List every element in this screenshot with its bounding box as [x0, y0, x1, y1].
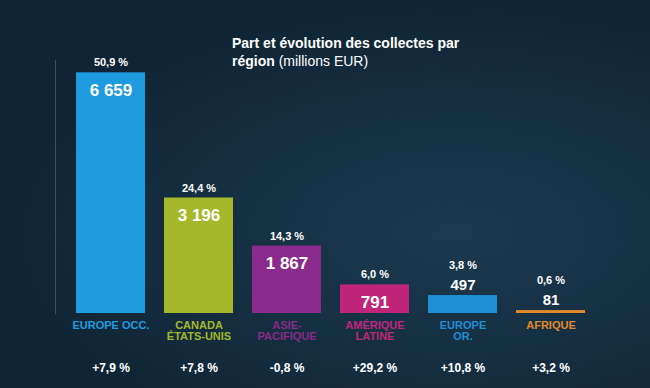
svg-text:3 196: 3 196: [178, 206, 221, 225]
svg-text:50,9 %50.9: 50,9 %50.9: [94, 56, 128, 68]
svg-text:791: 791: [361, 293, 389, 312]
svg-text:+7,9 %7.9: +7,9 %7.9: [92, 361, 130, 375]
svg-text:1 867: 1 867: [266, 254, 309, 273]
svg-text:+7,8 %7.8: +7,8 %7.8: [180, 361, 218, 375]
svg-text:EUROPE OCC.: EUROPE OCC.: [72, 319, 149, 331]
svg-text:AFRIQUE: AFRIQUE: [526, 319, 576, 331]
svg-text:81: 81: [543, 291, 560, 308]
svg-text:ASIE-PACIFIQUE: ASIE-PACIFIQUE: [257, 319, 316, 342]
svg-text:AMÉRIQUELATINE: AMÉRIQUELATINE: [345, 319, 404, 342]
svg-text:+10,8 %10.8: +10,8 %10.8: [441, 361, 486, 375]
svg-text:-0,8 %-0.8: -0,8 %-0.8: [270, 361, 305, 375]
svg-text:EUROPEOR.: EUROPEOR.: [440, 319, 486, 342]
svg-text:6,0 %6: 6,0 %6: [361, 268, 389, 280]
svg-text:6 659: 6 659: [90, 81, 133, 100]
svg-text:3,8 %3.8: 3,8 %3.8: [449, 259, 477, 271]
svg-text:0,6 %0.6: 0,6 %0.6: [537, 274, 565, 286]
svg-text:+29,2 %29.2: +29,2 %29.2: [353, 361, 398, 375]
svg-text:497: 497: [450, 276, 475, 293]
html-text:Part et évolution des collecte: Part et évolution des collectes par régi…: [232, 35, 460, 69]
svg-text:24,4 %24.4: 24,4 %24.4: [182, 182, 216, 194]
svg-text:14,3 %14.3: 14,3 %14.3: [270, 230, 304, 242]
svg-text:CANADAÉTATS-UNIS: CANADAÉTATS-UNIS: [167, 319, 231, 342]
svg-text:+3,2 %3.2: +3,2 %3.2: [532, 361, 570, 375]
